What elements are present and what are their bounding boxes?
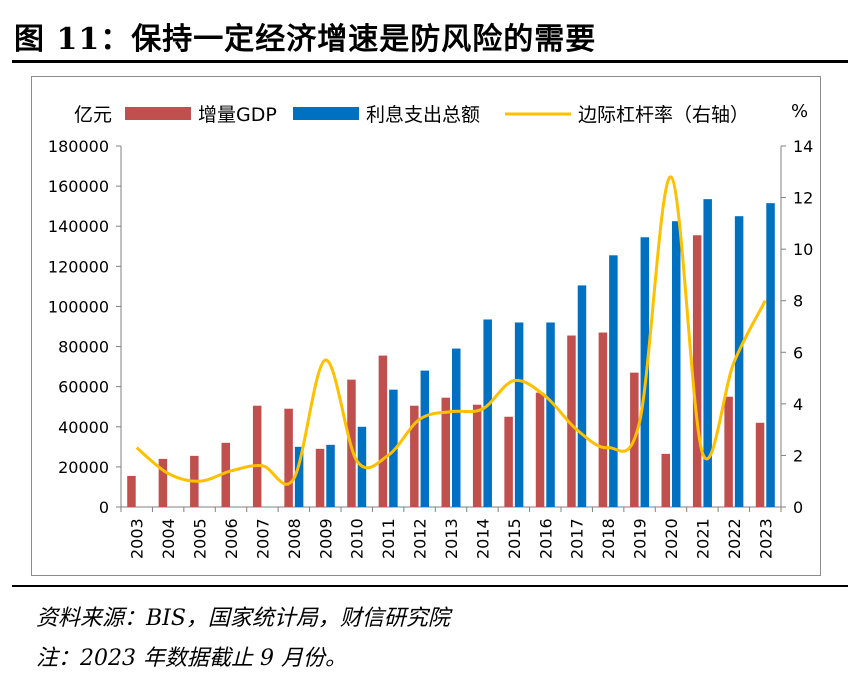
left-tick-label: 60000 (58, 378, 109, 397)
left-tick-label: 100000 (48, 297, 109, 316)
bar-interest (294, 446, 304, 507)
chart-frame (31, 76, 821, 576)
bar-gdp (661, 453, 670, 507)
right-tick-label: 4 (793, 395, 803, 414)
title-rule (12, 60, 848, 63)
bar-gdp (378, 355, 388, 507)
left-tick-label: 160000 (48, 177, 109, 196)
x-tick-label: 2016 (536, 518, 555, 559)
right-tick-label: 14 (793, 137, 813, 156)
bar-interest (672, 221, 681, 508)
bar-interest (452, 348, 461, 507)
x-tick-label: 2019 (631, 518, 650, 559)
left-tick-label: 80000 (58, 338, 109, 357)
bar-interest (640, 237, 650, 507)
x-tick-label: 2010 (348, 518, 367, 559)
bar-gdp (158, 458, 168, 507)
source-note: 资料来源：BIS，国家统计局，财信研究院 (36, 606, 450, 631)
x-tick-label: 2023 (756, 518, 775, 559)
leverage-line-layer (135, 175, 767, 486)
right-tick-label: 0 (793, 498, 803, 517)
x-tick-label: 2007 (253, 518, 272, 559)
bars (127, 199, 775, 508)
x-tick-label: 2006 (222, 518, 241, 559)
bar-interest (703, 199, 712, 507)
bar-interest (609, 255, 618, 507)
x-tick-label: 2015 (505, 518, 524, 559)
x-tick-label: 2012 (411, 518, 430, 559)
bar-interest (766, 203, 775, 508)
bar-gdp (472, 404, 482, 507)
bar-gdp (410, 405, 419, 507)
bar-gdp (284, 408, 293, 507)
legend-label-gdp: 增量GDP (198, 104, 277, 126)
legend-swatch-gdp (125, 107, 191, 120)
bar-gdp (755, 422, 765, 507)
bar-gdp (692, 235, 702, 507)
legend-label-leverage: 边际杠杆率（右轴） (578, 104, 749, 126)
bar-interest (514, 322, 524, 507)
left-tick-label: 180000 (48, 137, 109, 156)
bar-gdp (252, 405, 262, 507)
x-tick-label: 2005 (191, 518, 210, 559)
bar-gdp (441, 397, 450, 507)
bar-gdp (598, 332, 608, 507)
footnote: 注：2023 年数据截止 9 月份。 (36, 646, 347, 671)
x-tick-label: 2018 (599, 518, 618, 559)
bar-gdp (724, 396, 733, 507)
figure-title: 图 11：保持一定经济增速是防风险的需要 (14, 22, 597, 57)
x-tick-label: 2014 (473, 518, 492, 559)
right-tick-label: 8 (793, 292, 803, 311)
axes: 0 20000 40000 60000 80000 100000 120000 140000 1… (48, 137, 813, 559)
left-tick-label: 120000 (48, 257, 109, 276)
x-tick-label: 2013 (442, 518, 461, 559)
leverage-line (135, 175, 767, 486)
right-tick-label: 10 (793, 240, 813, 259)
bar-gdp (504, 416, 513, 507)
bar-gdp (315, 448, 325, 507)
bar-gdp (221, 442, 230, 507)
x-tick-label: 2004 (159, 518, 178, 559)
x-tick-label: 2008 (285, 518, 304, 559)
bar-gdp (535, 392, 545, 507)
x-tick-label: 2017 (568, 518, 587, 559)
x-tick-label: 2011 (379, 518, 398, 559)
legend-swatch-interest (293, 107, 359, 120)
x-tick-label: 2020 (662, 518, 681, 559)
x-tick-label: 2022 (725, 518, 744, 559)
left-tick-label: 40000 (58, 418, 109, 437)
bar-interest (577, 285, 587, 507)
left-tick-label: 20000 (58, 458, 109, 477)
bar-interest (734, 216, 744, 507)
right-axis-unit: % (791, 101, 808, 122)
bar-interest (483, 319, 492, 507)
left-tick-label: 0 (99, 498, 109, 517)
right-tick-label: 2 (793, 446, 803, 465)
bar-interest (546, 322, 555, 507)
right-tick-label: 6 (793, 343, 803, 362)
bar-interest (420, 370, 430, 507)
left-tick-label: 140000 (48, 217, 109, 236)
x-tick-label: 2021 (693, 518, 712, 559)
legend: 亿元 增量GDP 利息支出总额 边际杠杆率（右轴） % (74, 101, 808, 126)
legend-label-interest: 利息支出总额 (366, 104, 480, 126)
bar-interest (389, 389, 398, 507)
right-tick-label: 12 (793, 189, 813, 208)
x-tick-label: 2009 (316, 518, 335, 559)
left-axis-unit: 亿元 (74, 104, 112, 126)
bar-interest (326, 444, 335, 507)
bar-gdp (567, 335, 576, 507)
x-tick-label: 2003 (128, 518, 147, 559)
bar-gdp (127, 475, 136, 507)
footer-rule (12, 585, 848, 587)
